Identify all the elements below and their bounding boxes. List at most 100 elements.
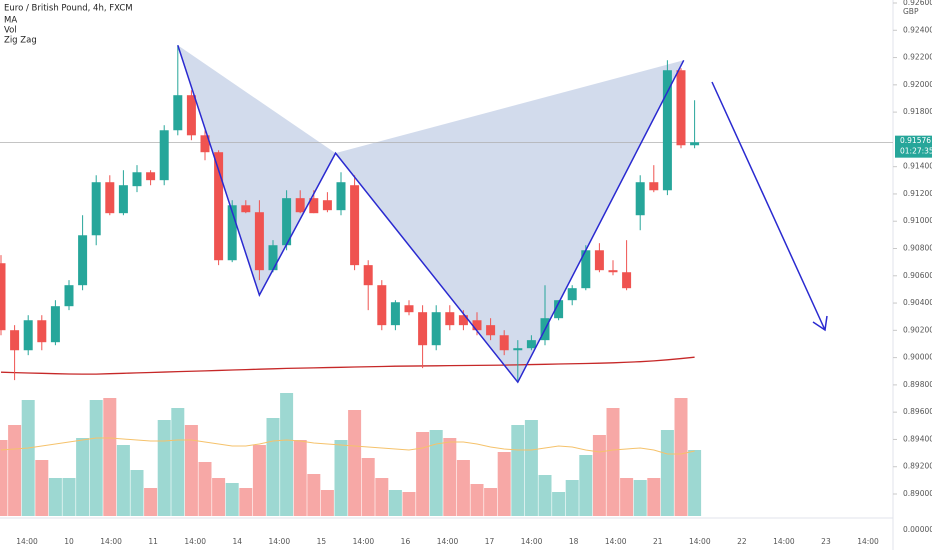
plot (0, 45, 893, 516)
volume-bar (348, 410, 362, 516)
candle-body (105, 182, 115, 214)
x-tick-label: 14:00 (100, 537, 122, 546)
volume-bar (62, 478, 76, 516)
volume-bar (171, 408, 185, 516)
y-tick-label: 0.91000 (903, 216, 932, 225)
candle-body (404, 305, 414, 313)
volume-bar (538, 475, 552, 516)
volume-bar (402, 492, 416, 516)
candle-body (241, 205, 251, 213)
candle-body (159, 130, 169, 181)
candle-body (458, 315, 468, 326)
candle-body (132, 172, 142, 187)
volume-bar (130, 470, 144, 516)
x-tick-label: 10 (64, 537, 74, 546)
legend-indicator: Zig Zag (4, 36, 37, 46)
candle-body (418, 312, 428, 346)
candle-body (350, 185, 360, 266)
y-tick-label: 0.92400 (903, 25, 932, 34)
candle-body (690, 142, 700, 146)
x-tick-label: 14:00 (16, 537, 38, 546)
candle-body (282, 198, 292, 246)
arrow-head (812, 315, 828, 332)
candle-body (445, 312, 455, 326)
x-tick-label: 14:00 (184, 537, 206, 546)
volume-bar (633, 480, 647, 516)
candle-body (173, 95, 183, 131)
x-tick-label: 14:00 (353, 537, 375, 546)
candle-body (635, 182, 645, 216)
volume-axis-label: 0.00000 (903, 525, 932, 534)
y-tick-label: 0.89000 (903, 489, 932, 498)
volume-bar (184, 425, 198, 516)
y-tick-label: 0.89200 (903, 462, 932, 471)
x-tick-label: 14:00 (857, 537, 879, 546)
candle-body (118, 185, 128, 214)
candle-body (10, 330, 20, 351)
volume-bar (116, 445, 130, 516)
volume-bar (416, 432, 430, 516)
volume-bar (293, 440, 307, 516)
volume-bar (239, 488, 253, 516)
volume-bar (225, 483, 239, 516)
last-price-label: 0.91576 (900, 136, 931, 145)
volume-ma-line (0, 437, 695, 455)
candle-body (567, 288, 577, 301)
ma-line (0, 356, 695, 375)
candle-body (499, 335, 509, 351)
candle-body (486, 325, 496, 336)
volume-bar (103, 398, 117, 516)
y-tick-label: 0.89400 (903, 434, 932, 443)
volume-bar (21, 400, 35, 516)
volume-bar (429, 430, 443, 516)
volume-bar (511, 425, 525, 516)
volume-bar (565, 480, 579, 516)
candle-body (64, 285, 74, 307)
volume-bar (252, 445, 266, 516)
volume-bar (388, 490, 402, 516)
volume-bar (579, 455, 593, 516)
candle-body (227, 205, 237, 261)
candle-body (594, 250, 604, 271)
x-tick-label: 14:00 (689, 537, 711, 546)
candle-body (295, 198, 305, 213)
candle-body (431, 312, 441, 346)
volume-bar (0, 440, 8, 516)
volume-bar (8, 425, 22, 516)
y-tick-label: 0.92600 (903, 0, 932, 7)
volume-bar (334, 440, 348, 516)
x-tick-label: 22 (737, 537, 747, 546)
volume-bar (443, 438, 457, 516)
y-tick-label: 0.90000 (903, 353, 932, 362)
x-tick-label: 21 (653, 537, 663, 546)
volume-bar (606, 408, 620, 516)
candle-body (363, 265, 373, 286)
y-tick-label: 0.91200 (903, 189, 932, 198)
y-tick-label: 0.91800 (903, 107, 932, 116)
y-tick-label: 0.92000 (903, 80, 932, 89)
x-tick-label: 14 (232, 537, 242, 546)
candle-body (377, 285, 387, 326)
volume-bar (660, 430, 674, 516)
x-tick-label: 14:00 (437, 537, 459, 546)
volume-bar (647, 478, 661, 516)
candle-body (622, 272, 632, 289)
volume-bar (484, 488, 498, 516)
candle-body (390, 302, 400, 326)
volume-bar (674, 398, 688, 516)
volume-bar (76, 438, 90, 516)
candle-body (0, 263, 6, 331)
y-tick-label: 0.90200 (903, 325, 932, 334)
zigzag-line (177, 45, 685, 384)
arrow-shaft (711, 81, 826, 331)
x-tick-label: 16 (401, 537, 411, 546)
pattern-fill (177, 45, 336, 296)
volume-bar (592, 435, 606, 516)
candle-body (336, 182, 346, 211)
x-tick-label: 17 (485, 537, 495, 546)
volume-bar (456, 460, 470, 516)
last-price-box (895, 135, 932, 158)
y-tick-label: 0.91400 (903, 162, 932, 171)
candle-body (649, 182, 659, 191)
y-tick-label: 0.89800 (903, 380, 932, 389)
